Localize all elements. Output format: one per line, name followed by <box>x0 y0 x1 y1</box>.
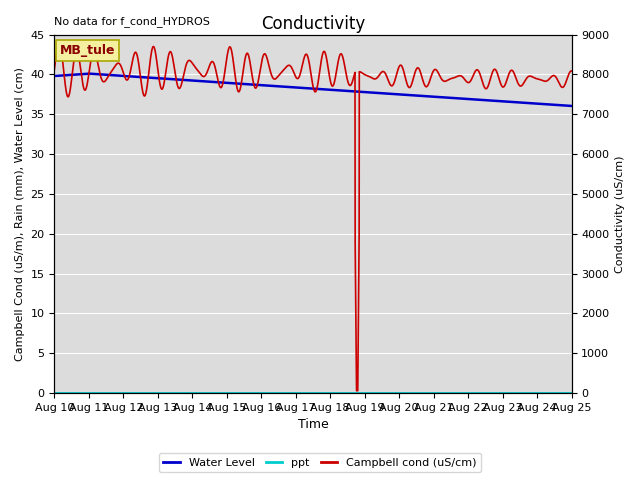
Y-axis label: Campbell Cond (uS/m), Rain (mm), Water Level (cm): Campbell Cond (uS/m), Rain (mm), Water L… <box>15 67 25 361</box>
Text: No data for f_cond_HYDROS: No data for f_cond_HYDROS <box>54 16 211 27</box>
X-axis label: Time: Time <box>298 419 328 432</box>
Y-axis label: Conductivity (uS/cm): Conductivity (uS/cm) <box>615 155 625 273</box>
Title: Conductivity: Conductivity <box>261 15 365 33</box>
Legend: Water Level, ppt, Campbell cond (uS/cm): Water Level, ppt, Campbell cond (uS/cm) <box>159 453 481 472</box>
Text: MB_tule: MB_tule <box>60 44 115 57</box>
